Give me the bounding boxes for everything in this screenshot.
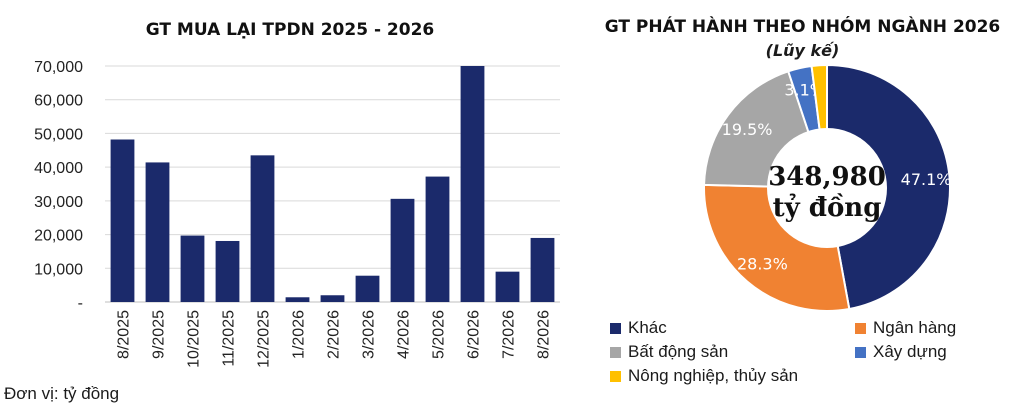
bar: [145, 162, 170, 302]
legend-label: Khác: [628, 318, 667, 337]
bar: [355, 275, 380, 302]
legend-item: Khác: [610, 318, 667, 338]
bar: [495, 271, 520, 302]
y-tick-label: -: [78, 295, 83, 312]
bar: [460, 66, 485, 302]
bar-chart: - 10,000 20,000 30,000 40,000 50,000 60,000 70,…: [34, 59, 560, 368]
y-tick-label: 10,000: [34, 261, 83, 278]
unit-note: Đơn vị: tỷ đồng: [4, 384, 120, 403]
bar: [390, 198, 415, 302]
y-tick-label: 60,000: [34, 93, 83, 110]
donut-center-unit: tỷ đồng: [773, 192, 882, 223]
y-tick-label: 50,000: [34, 126, 83, 143]
legend-item: Nông nghiệp, thủy sản: [610, 366, 798, 386]
x-tick-label: 1/2026: [291, 310, 308, 359]
legend-label: Xây dựng: [873, 342, 947, 361]
x-tick-label: 8/2026: [536, 310, 553, 359]
x-tick-label: 2/2026: [326, 310, 343, 359]
x-tick-label: 10/2025: [186, 310, 203, 368]
legend-swatch: [610, 346, 621, 358]
pie-slice: [826, 63, 951, 311]
pie-legend: Khác Ngân hàng Bất động sản Xây dựng Nông ng…: [610, 318, 1015, 388]
x-tick-label: 9/2025: [151, 310, 168, 359]
x-tick-label: 5/2026: [431, 310, 448, 359]
legend-label: Nông nghiệp, thủy sản: [628, 366, 799, 385]
bar: [320, 295, 345, 302]
legend-swatch: [610, 370, 621, 382]
legend-label: Ngân hàng: [873, 318, 957, 337]
bar: [530, 237, 555, 302]
x-tick-label: 7/2026: [501, 310, 518, 359]
x-tick-label: 6/2026: [466, 310, 483, 359]
donut-hole: [767, 128, 887, 248]
y-tick-label: 70,000: [34, 59, 83, 76]
y-tick-label: 20,000: [34, 228, 83, 245]
x-tick-label: 4/2026: [396, 310, 413, 359]
legend-label: Bất động sản: [628, 342, 729, 361]
bar: [250, 155, 275, 302]
y-tick-label: 30,000: [34, 194, 83, 211]
y-tick-label: 40,000: [34, 160, 83, 177]
x-tick-label: 12/2025: [256, 310, 273, 368]
legend-swatch: [855, 346, 866, 358]
legend-item: Xây dựng: [855, 342, 947, 362]
legend-swatch: [610, 322, 621, 334]
pie-chart-title: GT PHÁT HÀNH THEO NHÓM NGÀNH 2026: [604, 17, 1001, 37]
bar: [425, 176, 450, 302]
x-tick-label: 11/2025: [221, 310, 238, 367]
legend-swatch: [855, 322, 866, 334]
slice-label: 28.3%: [737, 255, 788, 274]
legend-item: Bất động sản: [610, 342, 728, 362]
legend-item: Ngân hàng: [855, 318, 956, 338]
bar: [110, 139, 135, 302]
donut-center-value: 348,980: [768, 162, 886, 192]
bar: [180, 235, 205, 302]
bar: [285, 297, 310, 302]
x-tick-label: 3/2026: [361, 310, 378, 359]
pie-chart-subtitle: (Lũy kế): [765, 41, 840, 60]
bar: [215, 240, 240, 302]
slice-label: 19.5%: [722, 120, 773, 139]
slice-label: 47.1%: [901, 170, 952, 189]
x-tick-label: 8/2025: [116, 310, 133, 359]
bar-chart-title: GT MUA LẠI TPDN 2025 - 2026: [145, 20, 435, 40]
